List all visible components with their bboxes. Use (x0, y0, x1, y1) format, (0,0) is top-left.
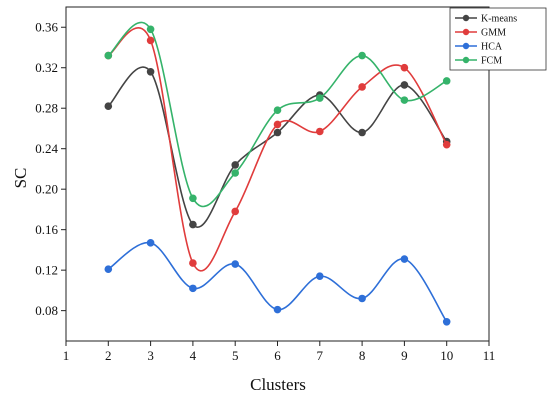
series-line-k-means (107, 66, 448, 228)
y-tick-label: 0.36 (35, 20, 58, 35)
data-point-hca (400, 255, 409, 263)
data-point-gmm (146, 36, 155, 45)
data-point-gmm (273, 120, 282, 129)
data-point-hca (358, 294, 366, 303)
y-tick-label: 0.08 (35, 303, 58, 318)
data-point-fcm (400, 96, 409, 104)
series-k-means (104, 66, 451, 229)
data-point-k-means (104, 102, 113, 110)
legend: K-means GMM HCA FCM (449, 7, 547, 71)
data-point-gmm (316, 127, 324, 136)
data-point-hca (273, 305, 282, 314)
data-point-k-means (273, 128, 282, 137)
data-point-hca (316, 272, 324, 281)
data-point-k-means (400, 81, 409, 89)
x-axis-title: Clusters (250, 375, 306, 394)
data-point-hca (146, 239, 155, 247)
legend-label: HCA (481, 42, 503, 53)
data-point-gmm (400, 63, 409, 72)
data-point-gmm (442, 140, 451, 149)
legend-swatch-marker (462, 14, 470, 22)
data-point-fcm (231, 169, 239, 177)
data-point-fcm (104, 51, 113, 60)
y-tick-label: 0.28 (35, 101, 58, 116)
data-point-hca (442, 317, 451, 326)
x-tick-label: 2 (105, 348, 112, 363)
legend-swatch-marker (462, 28, 470, 36)
data-point-hca (189, 284, 197, 293)
legend-swatch-marker (462, 56, 470, 64)
series-layer (104, 21, 451, 326)
y-axis-title: SC (11, 168, 30, 189)
legend-swatch-marker (462, 42, 470, 50)
legend-label: K-means (481, 14, 517, 25)
data-point-k-means (358, 128, 366, 137)
data-point-gmm (231, 207, 239, 216)
data-point-gmm (189, 259, 197, 267)
series-gmm (104, 27, 451, 272)
data-point-gmm (358, 83, 366, 91)
x-tick-label: 7 (317, 348, 324, 363)
data-point-fcm (273, 106, 282, 115)
data-point-fcm (442, 77, 451, 85)
y-tick-label: 0.12 (35, 263, 58, 278)
data-point-hca (231, 260, 239, 268)
x-tick-label: 6 (274, 348, 281, 363)
data-point-fcm (189, 194, 197, 203)
legend-label: FCM (481, 56, 502, 67)
x-tick-label: 11 (483, 348, 496, 363)
x-tick-label: 4 (190, 348, 197, 363)
y-tick-label: 0.24 (35, 141, 58, 156)
plot-frame (65, 6, 490, 342)
legend-label: GMM (481, 28, 506, 39)
data-point-fcm (358, 51, 366, 60)
x-tick-label: 9 (401, 348, 408, 363)
x-tick-label: 5 (232, 348, 239, 363)
axes: 1 2 3 4 5 6 7 8 9 10 11 0.08 0.12 0.16 0.20 0.24 0.28 0.3… (35, 6, 496, 363)
x-tick-label: 10 (440, 348, 453, 363)
data-point-fcm (316, 94, 324, 102)
y-tick-label: 0.32 (35, 60, 58, 75)
series-line-fcm (107, 21, 448, 208)
y-tick-label: 0.20 (35, 182, 58, 197)
y-tick-label: 0.16 (35, 222, 58, 237)
data-point-k-means (189, 220, 197, 229)
series-hca (104, 239, 451, 326)
x-tick-label: 8 (359, 348, 366, 363)
data-point-hca (104, 265, 113, 273)
data-point-fcm (146, 25, 155, 34)
data-point-k-means (231, 161, 239, 169)
series-line-gmm (107, 27, 448, 272)
series-fcm (104, 21, 451, 208)
x-tick-label: 1 (63, 348, 70, 363)
data-point-k-means (146, 67, 155, 76)
x-tick-label: 3 (147, 348, 154, 363)
